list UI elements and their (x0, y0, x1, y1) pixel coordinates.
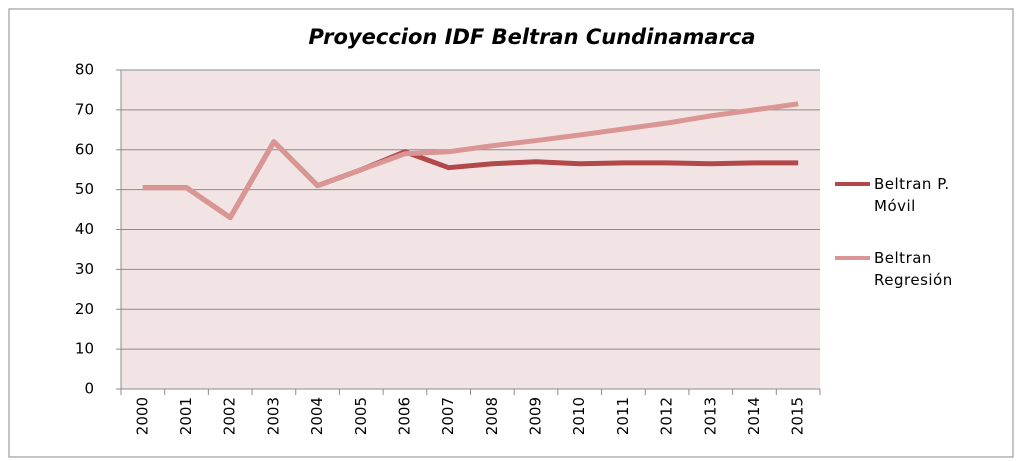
y-tick-label: 20 (75, 300, 94, 318)
x-tick-label: 2011 (614, 397, 632, 435)
legend-label: Beltran Regresión (874, 249, 953, 289)
y-tick-label: 40 (75, 220, 94, 238)
x-tick-label: 2000 (133, 397, 151, 435)
x-tick-label: 2002 (221, 397, 239, 435)
y-tick-label: 50 (75, 180, 94, 198)
x-tick-label: 2006 (395, 397, 413, 435)
legend-label: Beltran P. Móvil (874, 175, 950, 215)
line-series (142, 101, 799, 221)
x-tick-label: 2005 (352, 397, 370, 435)
x-tick-label: 2015 (789, 397, 807, 435)
x-tick-label: 2008 (483, 397, 501, 435)
x-tick-label: 2009 (527, 397, 545, 435)
x-tick-label: 2010 (570, 397, 588, 435)
x-tick-label: 2001 (177, 397, 195, 435)
y-tick-label: 0 (84, 380, 94, 398)
x-tick-label: 2003 (264, 397, 282, 435)
x-tick-label: 2013 (701, 397, 719, 435)
y-tick-label: 70 (75, 100, 94, 118)
x-tick-label: 2012 (658, 397, 676, 435)
x-tick-label: 2004 (308, 397, 326, 435)
y-tick-label: 10 (75, 340, 94, 358)
x-tick-label: 2014 (745, 397, 763, 435)
x-tick-label: 2007 (439, 397, 457, 435)
chart-title: Proyeccion IDF Beltran Cundinamarca (308, 25, 755, 49)
y-tick-label: 60 (75, 140, 94, 158)
y-tick-label: 30 (75, 260, 94, 278)
y-tick-label: 80 (75, 61, 94, 79)
